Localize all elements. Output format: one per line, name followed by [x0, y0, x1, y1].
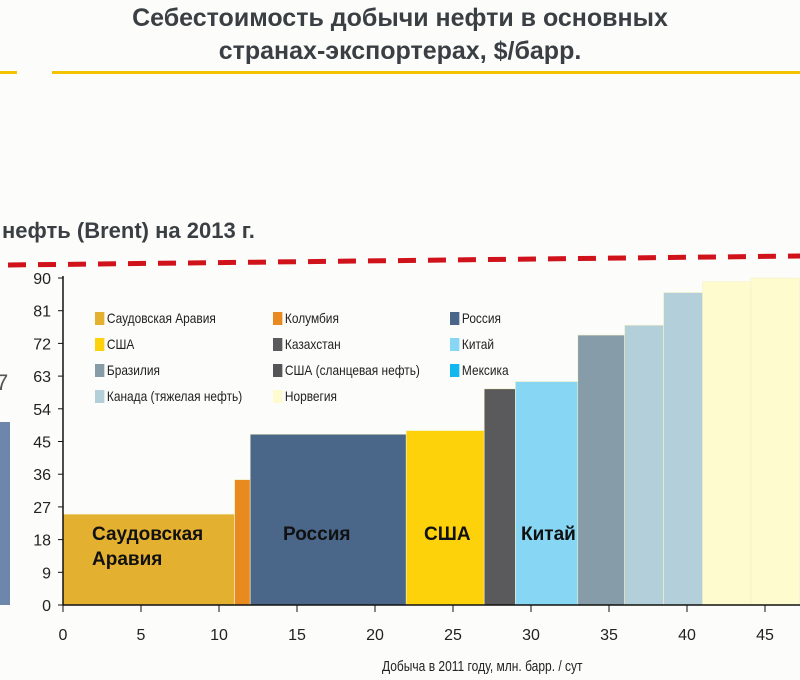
y-tick-label: 27 — [33, 500, 51, 517]
y-tick-label: 0 — [42, 598, 51, 615]
legend-label: США (сланцевая нефть) — [284, 362, 420, 378]
bar-label-text: Саудовская — [92, 524, 204, 545]
bar-label-china: Китай — [521, 524, 576, 545]
title-line-2: странах-экспортерах, $/барр. — [218, 37, 582, 65]
legend-label: Норвегия — [284, 388, 337, 404]
legend-swatch — [95, 390, 105, 403]
y-tick-label: 81 — [33, 304, 51, 321]
bar-label-saudi: Саудовская Аравия — [92, 522, 203, 572]
legend-label: Мексика — [461, 362, 509, 378]
legend-label: Саудовская Аравия — [106, 310, 216, 326]
y-tick-label: 36 — [33, 467, 51, 484]
legend-item: Канада (тяжелая нефть) — [95, 388, 242, 404]
x-tick-label: 15 — [288, 627, 306, 644]
legend-label: Бразилия — [106, 362, 160, 378]
bar-segment — [750, 277, 800, 606]
legend-swatch — [273, 364, 283, 377]
x-axis-label: Добыча в 2011 году, млн. барр. / сут — [382, 658, 583, 675]
bar-label-russia: Россия — [283, 524, 351, 545]
x-tick-label: 5 — [137, 627, 146, 644]
x-tick-label: 25 — [444, 627, 462, 644]
y-tick-label: 90 — [33, 271, 51, 288]
bar-segment — [663, 292, 703, 606]
chart-title: Себестоимость добычи нефти в основных ст… — [0, 2, 800, 68]
brent-reference-line — [7, 253, 800, 268]
bar-segment — [702, 281, 752, 606]
bar-segment — [483, 388, 516, 606]
y-tick-label: 9 — [42, 565, 51, 582]
title-line-1: Себестоимость добычи нефти в основных — [132, 4, 668, 32]
x-tick-label: 0 — [59, 627, 68, 644]
legend-label: Канада (тяжелая нефть) — [106, 388, 243, 404]
title-underline — [0, 71, 17, 74]
y-tick-label: 54 — [33, 402, 51, 419]
x-tick-label: 45 — [756, 627, 774, 644]
legend-item: Казахстан — [273, 336, 341, 352]
legend-item: США — [95, 336, 134, 352]
x-tick-label: 30 — [522, 627, 540, 644]
legend-swatch — [273, 338, 283, 351]
legend-swatch — [450, 364, 460, 377]
bar-segment — [234, 479, 251, 606]
legend-label: Китай — [461, 336, 495, 352]
bar-segment — [577, 334, 625, 606]
legend-swatch — [273, 390, 283, 403]
legend-item: Россия — [450, 310, 501, 326]
title-underline — [52, 71, 800, 74]
partial-value: 7 — [0, 370, 9, 395]
legend-item: Саудовская Аравия — [95, 310, 216, 326]
legend-swatch — [95, 312, 105, 325]
bar-segment — [405, 430, 485, 606]
legend-label: Колумбия — [284, 310, 339, 326]
legend-swatch — [95, 364, 105, 377]
legend-item: Норвегия — [273, 388, 337, 404]
y-tick-label: 18 — [33, 533, 51, 550]
bar-label-usa: США — [424, 524, 471, 545]
legend-item: Мексика — [450, 362, 509, 378]
y-tick-label: 63 — [33, 369, 51, 386]
legend-swatch — [450, 338, 460, 351]
legend-label: Казахстан — [284, 336, 341, 352]
legend-swatch — [95, 338, 105, 351]
x-tick-label: 10 — [210, 627, 228, 644]
x-tick-label: 40 — [678, 627, 696, 644]
legend-label: США — [106, 336, 135, 352]
legend-label: Россия — [461, 310, 501, 326]
x-tick-label: 35 — [600, 627, 618, 644]
bar-label-text: Аравия — [92, 549, 163, 570]
bar-segment — [624, 324, 664, 606]
legend-item: США (сланцевая нефть) — [273, 362, 420, 378]
x-tick-label: 20 — [366, 627, 384, 644]
legend-item: Китай — [450, 336, 494, 352]
legend-item: Бразилия — [95, 362, 160, 378]
bar-segment — [62, 513, 235, 606]
partial-bar — [0, 422, 10, 605]
bar-segment — [515, 381, 579, 606]
brent-label: нефть (Brent) на 2013 г. — [2, 218, 255, 243]
y-tick-label: 45 — [33, 435, 51, 452]
legend-swatch — [273, 312, 283, 325]
y-tick-label: 72 — [33, 336, 51, 353]
legend-item: Колумбия — [273, 310, 339, 326]
bar-segment — [249, 433, 407, 606]
legend-swatch — [450, 312, 460, 325]
